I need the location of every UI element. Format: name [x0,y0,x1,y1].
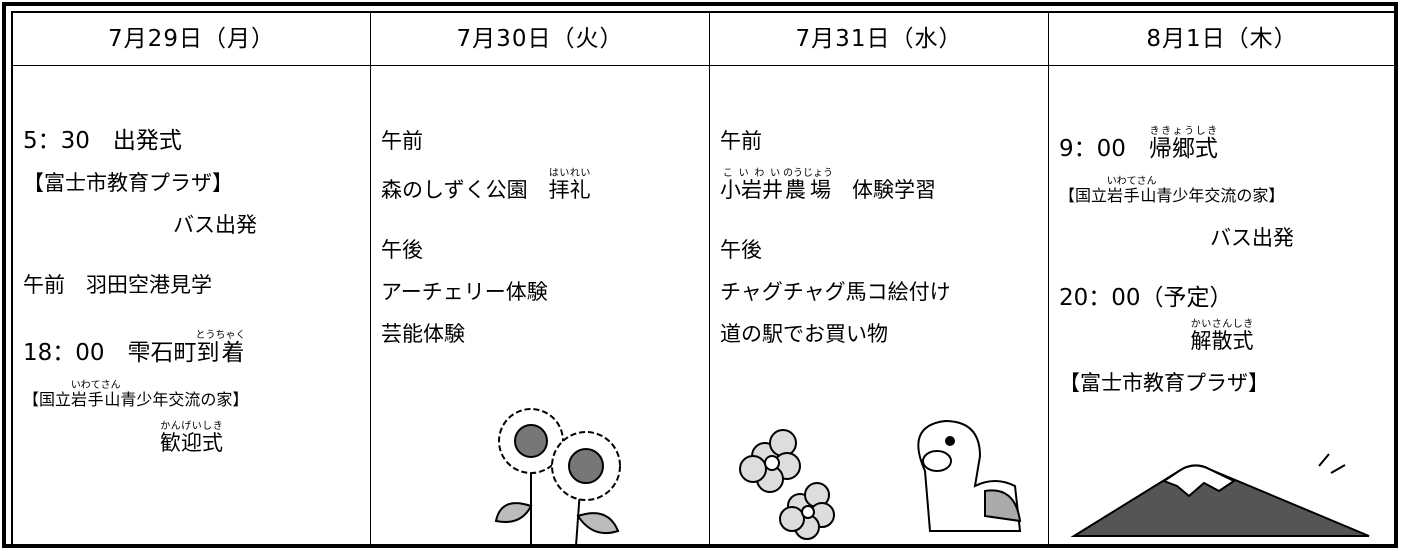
text: 【国立 [23,390,72,409]
text: 農場 [783,178,833,202]
line: 小岩井こいわい農場のうじょう 体験学習 [720,168,1038,205]
line: 森のしずく公園 拝礼はいれい [381,168,699,205]
text: 歓迎式 [160,431,223,455]
text: 午前 羽田空港見学 [23,273,212,297]
line: 【国立岩手山いわてさん青少年交流の家】 [1059,176,1385,211]
column-header: 8月1日（木） [1049,13,1395,66]
text: 午前 [381,129,423,153]
line: 5：30 出発式 [23,126,360,156]
text: バス出発 [1210,226,1294,250]
ruby: 農場のうじょう [783,168,833,202]
line: 【富士市教育プラザ】 [1059,368,1385,398]
line: 午前 [720,126,1038,156]
text: 森のしずく公園 [381,178,549,202]
text: 拝礼 [548,178,591,202]
text: 青少年交流の家】 [120,390,249,409]
column-header: 7月29日（月） [13,13,370,66]
line: 午後 [381,235,699,265]
line: 道の駅でお買い物 [720,319,1038,349]
column-body: 午前 森のしずく公園 拝礼はいれい 午後 アーチェリー体験 芸能体験 [371,66,709,546]
ruby: 到着とうちゃく [195,330,246,366]
text: 午前 [720,129,762,153]
column-body: 午前 小岩井こいわい農場のうじょう 体験学習 午後 チャグチャグ馬コ絵付け 道の… [710,66,1048,546]
line: 【富士市教育プラザ】 [23,168,360,198]
ruby: 拝礼はいれい [548,168,591,202]
text: 岩手山 [70,390,121,409]
ruby: 解散式かいさんしき [1190,319,1254,353]
line: 芸能体験 [381,319,699,349]
text: 20：00（予定） [1059,285,1233,311]
text: 岩手山 [1106,186,1157,205]
line: 【国立岩手山いわてさん青少年交流の家】 [23,380,360,415]
ruby: 歓迎式かんげいしき [160,421,223,455]
ruby: 小岩井こいわい [720,168,783,202]
furigana: のうじょう [783,168,833,179]
column-body: 5：30 出発式 【富士市教育プラザ】 バス出発 午前 羽田空港見学 18：00… [13,66,370,546]
column: 7月29日（月） 5：30 出発式 【富士市教育プラザ】 バス出発 午前 羽田空… [13,13,370,545]
text: 午後 [381,238,423,262]
furigana: ききょうしき [1148,126,1218,137]
line: 20：00（予定） [1059,283,1385,313]
column: 8月1日（木） 9：00 帰郷式ききょうしき 【国立岩手山いわてさん青少年交流の… [1048,13,1395,545]
furigana: いわてさん [1106,176,1157,187]
text: 青少年交流の家】 [1156,186,1285,205]
text: 【国立 [1059,186,1108,205]
column-body: 9：00 帰郷式ききょうしき 【国立岩手山いわてさん青少年交流の家】 バス出発 … [1049,66,1395,546]
text: 9：00 [1059,136,1149,162]
column-header: 7月30日（火） [371,13,709,66]
line: 午後 [720,235,1038,265]
line: 解散式かいさんしき [1059,319,1385,356]
text: 午後 [720,238,762,262]
line: 18：00 雫石町到着とうちゃく [23,330,360,368]
mountain-illustration [1070,453,1370,537]
furigana: いわてさん [70,380,121,391]
line: バス出発 [1059,223,1385,253]
text: 帰郷式 [1148,136,1218,162]
furigana: こいわい [720,168,783,179]
text: 5：30 出発式 [23,128,182,154]
column: 7月30日（火） 午前 森のしずく公園 拝礼はいれい 午後 アーチェリー体験 芸… [370,13,709,546]
text: 到着 [195,340,246,366]
line: 午前 [381,126,699,156]
line: 歓迎式かんげいしき [23,421,360,458]
text: 道の駅でお買い物 [720,322,888,346]
ruby: 岩手山いわてさん [70,380,121,409]
ruby: 帰郷式ききょうしき [1148,126,1218,162]
text: 【富士市教育プラザ】 [23,171,233,195]
line: アーチェリー体験 [381,277,699,307]
text: バス出発 [173,213,257,237]
line: 9：00 帰郷式ききょうしき [1059,126,1385,164]
furigana: かんげいしき [160,421,223,432]
line: 午前 羽田空港見学 [23,270,360,300]
text: チャグチャグ馬コ絵付け [720,280,951,304]
line: バス出発 [23,210,360,240]
column-header: 7月31日（水） [710,13,1048,66]
text: 18：00 雫石町 [23,340,197,366]
text: 解散式 [1190,329,1254,353]
text: 【富士市教育プラザ】 [1059,371,1269,395]
flower-horse-illustration [739,419,1022,540]
furigana: かいさんしき [1190,319,1254,330]
ruby: 岩手山いわてさん [1106,176,1157,205]
text: 体験学習 [831,178,936,202]
text: 小岩井 [720,178,783,202]
column: 7月31日（水） 午前 小岩井こいわい農場のうじょう 体験学習 午後 チャグチャ… [709,13,1048,545]
line: チャグチャグ馬コ絵付け [720,277,1038,307]
sunflower-illustration [494,408,621,546]
text: アーチェリー体験 [381,280,548,304]
schedule-table: 7月29日（月） 5：30 出発式 【富士市教育プラザ】 バス出発 午前 羽田空… [11,11,1397,547]
text: 芸能体験 [381,322,465,346]
furigana: とうちゃく [195,330,246,341]
furigana: はいれい [548,168,591,179]
